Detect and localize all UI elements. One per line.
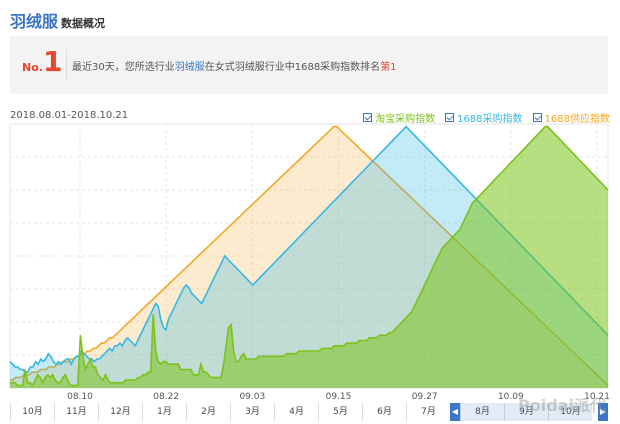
month-tick[interactable]: 10月 bbox=[10, 403, 54, 421]
month-tick[interactable]: 9月 bbox=[504, 403, 548, 421]
rank-description: 最近30天，您所选行业羽绒服在女式羽绒服行业中1688采购指数排名第1 bbox=[72, 58, 397, 73]
x-tick-label: 09.27 bbox=[412, 392, 438, 402]
rank-text-mid: 在女式羽绒服行业中1688采购指数排名 bbox=[204, 62, 381, 73]
month-tick[interactable]: 12月 bbox=[98, 403, 142, 421]
month-tick[interactable]: 3月 bbox=[230, 403, 274, 421]
x-tick-label: 10.21 bbox=[584, 392, 610, 402]
month-tick[interactable]: 4月 bbox=[274, 403, 318, 421]
rank-position: 第1 bbox=[380, 62, 397, 73]
x-tick-label: 08.10 bbox=[67, 392, 93, 402]
checkbox-icon[interactable] bbox=[363, 113, 373, 122]
month-tick[interactable]: 7月 bbox=[406, 403, 450, 421]
rank-industry-link[interactable]: 羽绒服 bbox=[174, 62, 205, 73]
rank-number: 1 bbox=[42, 45, 63, 78]
rank-text-pre: 最近30天，您所选行业 bbox=[72, 62, 175, 73]
rank-no-label: No. bbox=[22, 61, 43, 74]
month-tick[interactable]: 8月 bbox=[460, 403, 504, 421]
legend-item-1688-purchase[interactable]: 1688采购指数 bbox=[445, 110, 523, 125]
range-handle-left[interactable]: ◀ bbox=[450, 403, 460, 421]
checkbox-icon[interactable] bbox=[445, 113, 455, 122]
month-tick[interactable]: 5月 bbox=[318, 403, 362, 421]
page-subtitle: 数据概况 bbox=[61, 17, 106, 30]
month-tick[interactable]: 11月 bbox=[54, 403, 98, 421]
x-tick-label: 10.09 bbox=[498, 392, 524, 402]
legend-item-1688-supply[interactable]: 1688供应指数 bbox=[532, 110, 610, 125]
legend-label-1688-purchase: 1688采购指数 bbox=[457, 114, 523, 125]
rank-divider bbox=[66, 50, 67, 80]
range-handle-right[interactable]: ▶ bbox=[598, 403, 608, 421]
rank-summary-box: No.1 最近30天，您所选行业羽绒服在女式羽绒服行业中1688采购指数排名第1 bbox=[10, 36, 608, 94]
x-tick-label: 09.15 bbox=[326, 392, 352, 402]
legend-label-taobao: 淘宝采购指数 bbox=[375, 114, 436, 125]
legend-item-taobao[interactable]: 淘宝采购指数 bbox=[363, 110, 435, 125]
x-tick-label: 09.03 bbox=[239, 392, 265, 402]
chart-legend: 淘宝采购指数 1688采购指数 1688供应指数 bbox=[363, 110, 610, 125]
watermark: Poidai派代 bbox=[518, 396, 606, 415]
x-tick-label: 08.22 bbox=[153, 392, 179, 402]
page-title: 羽绒服 bbox=[10, 12, 59, 31]
series-area-0 bbox=[10, 126, 608, 388]
month-tick[interactable]: 10月 bbox=[548, 403, 592, 421]
series-line-0 bbox=[10, 125, 609, 387]
rank-badge: No.1 bbox=[22, 48, 62, 76]
month-tick[interactable]: 6月 bbox=[362, 403, 406, 421]
date-range-label: 2018.08.01-2018.10.21 bbox=[10, 110, 129, 121]
month-tick[interactable]: 2月 bbox=[186, 403, 230, 421]
page-title-row: 羽绒服 数据概况 bbox=[10, 8, 105, 32]
legend-label-1688-supply: 1688供应指数 bbox=[544, 114, 610, 125]
month-tick[interactable]: 1月 bbox=[142, 403, 186, 421]
checkbox-icon[interactable] bbox=[532, 113, 542, 122]
